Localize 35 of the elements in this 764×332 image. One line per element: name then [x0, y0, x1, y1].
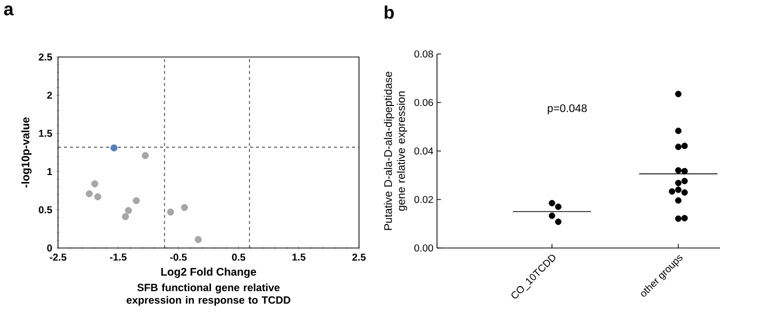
chart-title: b [384, 6, 394, 19]
y-axis-title: Putative D-ala-D-ala-dipeptidase gene relative expression [384, 72, 408, 230]
y-tick-label: 1.5 [39, 130, 52, 137]
y-tick-label: 0 [47, 244, 52, 252]
x-tick-label: -1.5 [110, 254, 127, 261]
y-tick-label: 0.02 [414, 196, 433, 204]
annotation: p=0.048 [548, 104, 587, 114]
point [110, 144, 118, 152]
point [94, 193, 102, 200]
x-tick-label: 0.5 [232, 254, 246, 261]
text: SFB functional gene relative expression in response to TCDD [126, 284, 290, 306]
y-tick-label: 0.04 [414, 147, 434, 155]
point [132, 197, 140, 204]
x-axis-title: Log2 Fold Change [161, 268, 256, 278]
point [194, 236, 202, 244]
point [142, 152, 149, 160]
x-tick-label: -2.5 [50, 254, 66, 261]
x-tick-label: 2.5 [352, 254, 366, 261]
point [86, 190, 93, 198]
y-tick-label: 0.00 [414, 244, 434, 252]
point [124, 207, 132, 214]
y-tick-label: 0.08 [414, 50, 434, 58]
y-tick-label: 0.06 [414, 98, 434, 106]
point [167, 208, 174, 216]
point [91, 180, 98, 188]
chart-title: a [4, 6, 14, 16]
y-tick-label: 0.5 [38, 206, 52, 214]
point [122, 213, 129, 220]
y-tick-label: 2 [47, 92, 52, 99]
y-tick-label: 1 [47, 168, 52, 176]
y-tick-label: 2.5 [38, 53, 52, 61]
x-tick-label: 1.5 [292, 254, 306, 261]
x-tick-label: -0.5 [170, 254, 187, 261]
point [180, 204, 188, 211]
y-axis-title: -log10p-value [21, 117, 32, 188]
